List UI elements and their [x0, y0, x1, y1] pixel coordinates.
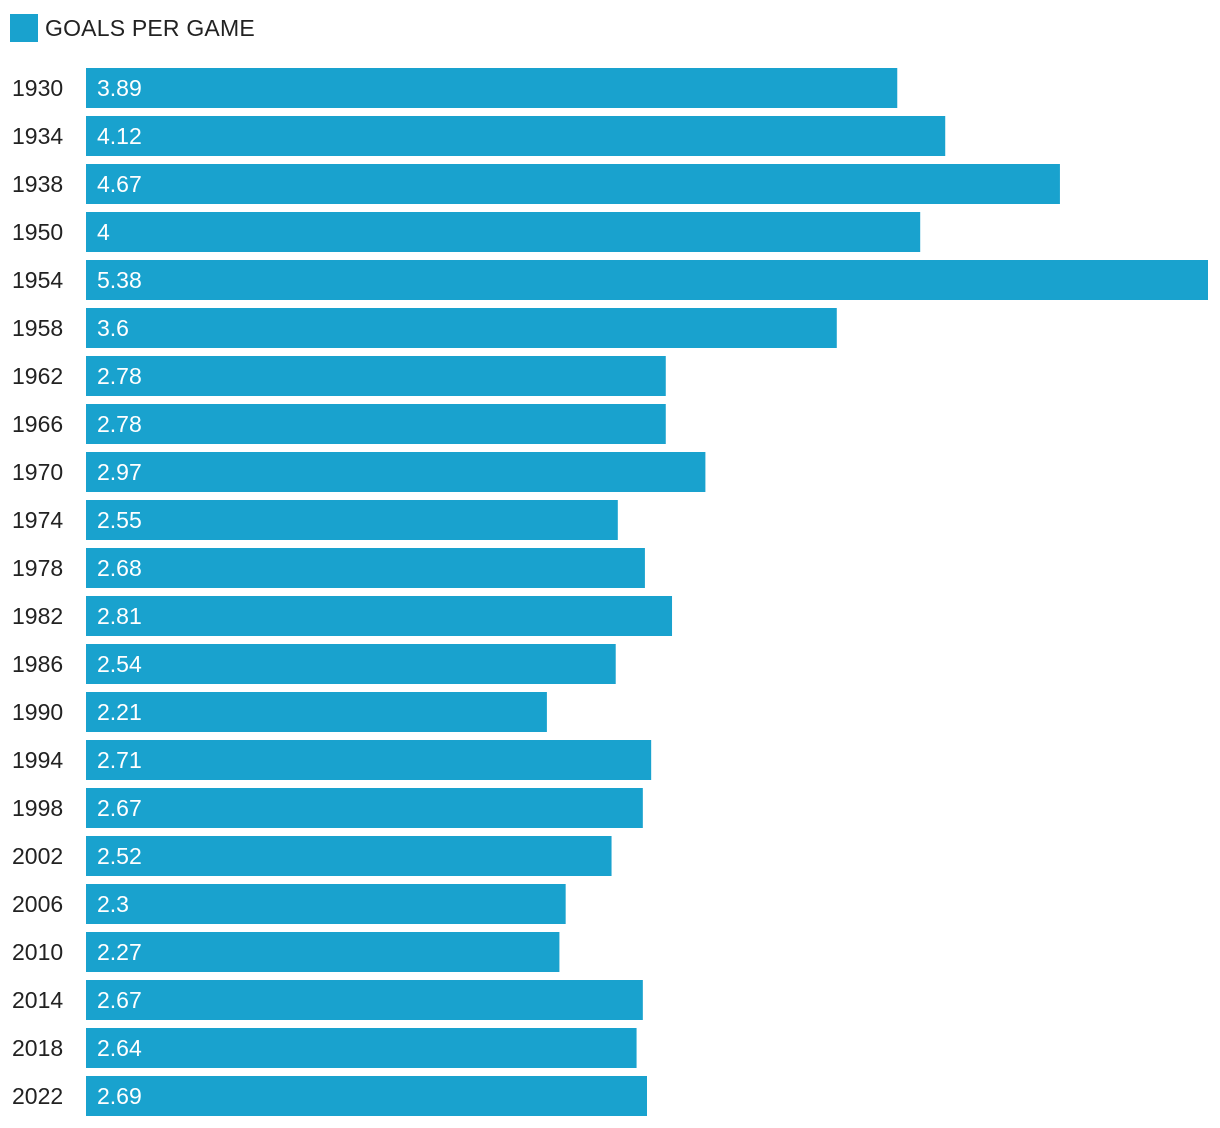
category-label-1982: 1982	[12, 603, 63, 629]
value-label-2014: 2.67	[97, 987, 142, 1013]
bar-1934	[86, 116, 946, 156]
value-label-1934: 4.12	[97, 123, 142, 149]
bar-1986	[86, 644, 616, 684]
category-label-1958: 1958	[12, 315, 63, 341]
value-label-2002: 2.52	[97, 843, 142, 869]
bar-1990	[86, 692, 547, 732]
category-label-1966: 1966	[12, 411, 63, 437]
category-label-1974: 1974	[12, 507, 63, 533]
value-label-1966: 2.78	[97, 411, 142, 437]
category-label-1954: 1954	[12, 267, 63, 293]
bar-1966	[86, 404, 666, 444]
value-label-1982: 2.81	[97, 603, 142, 629]
value-label-1986: 2.54	[97, 651, 142, 677]
category-label-1998: 1998	[12, 795, 63, 821]
bar-1998	[86, 788, 643, 828]
value-label-1978: 2.68	[97, 555, 142, 581]
value-label-1974: 2.55	[97, 507, 142, 533]
value-label-1962: 2.78	[97, 363, 142, 389]
category-label-1962: 1962	[12, 363, 63, 389]
category-label-2018: 2018	[12, 1035, 63, 1061]
category-label-1978: 1978	[12, 555, 63, 581]
value-label-1958: 3.6	[97, 315, 129, 341]
value-label-1954: 5.38	[97, 267, 142, 293]
bar-1982	[86, 596, 673, 636]
category-label-2022: 2022	[12, 1083, 63, 1109]
category-label-2010: 2010	[12, 939, 63, 965]
bar-1930	[86, 68, 898, 108]
value-label-1950: 4	[97, 219, 110, 245]
bar-2014	[86, 980, 643, 1020]
value-label-2010: 2.27	[97, 939, 142, 965]
value-label-1930: 3.89	[97, 75, 142, 101]
bar-1950	[86, 212, 921, 252]
bar-2022	[86, 1076, 647, 1116]
bar-1994	[86, 740, 652, 780]
value-label-1998: 2.67	[97, 795, 142, 821]
category-label-1994: 1994	[12, 747, 63, 773]
bar-2006	[86, 884, 566, 924]
category-label-1938: 1938	[12, 171, 63, 197]
bar-2010	[86, 932, 560, 972]
bar-2018	[86, 1028, 637, 1068]
category-label-1970: 1970	[12, 459, 63, 485]
bar-1954	[86, 260, 1208, 300]
value-label-2006: 2.3	[97, 891, 129, 917]
value-label-1990: 2.21	[97, 699, 142, 725]
value-label-1970: 2.97	[97, 459, 142, 485]
legend: GOALS PER GAME	[10, 14, 255, 42]
bar-1962	[86, 356, 666, 396]
category-label-2014: 2014	[12, 987, 63, 1013]
category-label-2002: 2002	[12, 843, 63, 869]
legend-label: GOALS PER GAME	[45, 14, 255, 41]
value-label-1994: 2.71	[97, 747, 142, 773]
bar-1970	[86, 452, 706, 492]
bar-1938	[86, 164, 1060, 204]
bar-1958	[86, 308, 837, 348]
bar-1974	[86, 500, 618, 540]
value-label-2022: 2.69	[97, 1083, 142, 1109]
category-label-1930: 1930	[12, 75, 63, 101]
value-label-2018: 2.64	[97, 1035, 142, 1061]
bar-2002	[86, 836, 612, 876]
legend-swatch	[10, 14, 38, 42]
value-label-1938: 4.67	[97, 171, 142, 197]
category-label-1934: 1934	[12, 123, 63, 149]
category-label-1950: 1950	[12, 219, 63, 245]
category-label-1990: 1990	[12, 699, 63, 725]
category-label-1986: 1986	[12, 651, 63, 677]
category-label-2006: 2006	[12, 891, 63, 917]
bar-1978	[86, 548, 645, 588]
